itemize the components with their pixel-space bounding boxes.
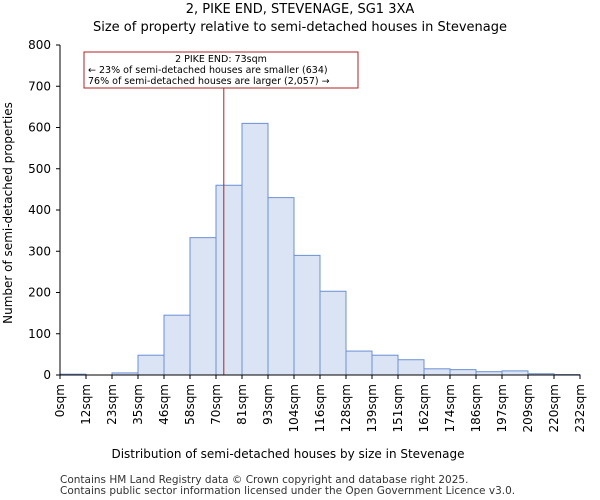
x-tick-label: 232sqm [573,384,587,432]
x-tick-label: 58sqm [183,384,197,425]
x-tick-label: 151sqm [391,384,405,432]
x-tick-label: 116sqm [313,384,327,432]
x-tick-label: 46sqm [157,384,171,425]
x-tick-label: 139sqm [365,384,379,432]
x-tick-label: 174sqm [443,384,457,432]
x-tick-label: 0sqm [53,384,67,417]
histogram-bar [319,290,347,376]
y-tick-label: 0 [43,368,51,382]
histogram-bar [501,370,529,376]
annotation-line-3: 76% of semi-detached houses are larger (… [88,76,330,87]
y-tick-label: 100 [28,327,51,341]
y-tick-label: 700 [28,79,51,93]
x-tick-label: 81sqm [235,384,249,425]
x-tick-label: 197sqm [495,384,509,432]
y-tick-label: 600 [28,121,51,135]
histogram-bar [397,359,425,376]
y-axis-label: Number of semi-detached properties [1,102,15,324]
histogram-bar [241,122,269,376]
x-tick-label: 220sqm [547,384,561,432]
histogram-chart: 2 PIKE END: 73sqm ← 23% of semi-detached… [1,38,587,461]
x-tick-label: 128sqm [339,384,353,432]
annotation-box: 2 PIKE END: 73sqm ← 23% of semi-detached… [83,51,359,89]
x-tick-label: 209sqm [521,384,535,432]
x-tick-label: 12sqm [79,384,93,425]
footer-copyright: Contains HM Land Registry data © Crown c… [60,474,469,486]
y-tick-label: 800 [28,38,51,52]
x-tick-label: 186sqm [469,384,483,432]
annotation-line-1: 2 PIKE END: 73sqm [175,54,267,65]
x-tick-label: 93sqm [261,384,275,425]
histogram-bar [215,184,243,376]
chart-title-address: 2, PIKE END, STEVENAGE, SG1 3XA [185,2,415,17]
histogram-bar [371,354,399,376]
histogram-bar [137,354,165,376]
x-tick-label: 23sqm [105,384,119,425]
chart-title: Size of property relative to semi-detach… [92,20,508,35]
x-tick-label: 162sqm [417,384,431,432]
histogram-bar [267,197,295,376]
y-tick-label: 400 [28,203,51,217]
histogram-bar [449,369,477,376]
histogram-bar [163,314,191,376]
footer-licence: Contains public sector information licen… [60,485,516,497]
x-tick-label: 35sqm [131,384,145,425]
y-tick-label: 200 [28,286,51,300]
x-tick-label: 104sqm [287,384,301,432]
x-tick-label: 70sqm [209,384,223,425]
x-axis-label: Distribution of semi-detached houses by … [111,447,464,461]
histogram-bar [345,350,373,376]
y-tick-label: 300 [28,244,51,258]
histogram-bar [189,237,217,376]
histogram-bar [293,254,321,376]
histogram-bar [423,368,451,376]
annotation-line-2: ← 23% of semi-detached houses are smalle… [88,65,328,76]
y-tick-label: 500 [28,162,51,176]
